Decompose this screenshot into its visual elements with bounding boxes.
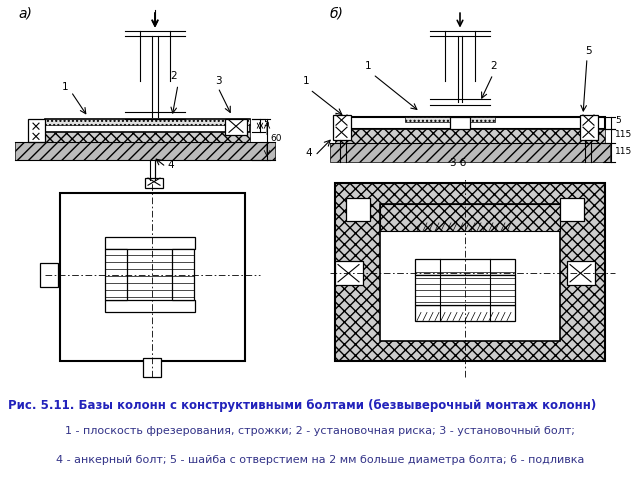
Bar	[15, 143, 275, 160]
Bar	[333, 115, 351, 141]
Bar	[105, 237, 195, 249]
Bar	[450, 117, 470, 129]
Text: 3 б: 3 б	[450, 158, 467, 168]
Text: 4: 4	[167, 160, 173, 170]
Text: б): б)	[330, 6, 344, 20]
Circle shape	[346, 270, 352, 276]
Text: 4 - анкерный болт; 5 - шайба с отверстием на 2 мм больше диаметра болта; 6 - под: 4 - анкерный болт; 5 - шайба с отверстие…	[56, 456, 584, 466]
Text: а): а)	[18, 6, 32, 20]
Bar	[143, 358, 161, 376]
Circle shape	[47, 272, 51, 277]
Bar	[335, 261, 363, 285]
Bar	[45, 119, 250, 132]
Circle shape	[85, 287, 91, 293]
Bar	[172, 249, 194, 300]
Circle shape	[570, 207, 575, 212]
Bar	[405, 117, 495, 122]
Text: 5: 5	[615, 116, 621, 125]
Bar	[335, 129, 605, 144]
Text: 5: 5	[585, 46, 591, 56]
Circle shape	[85, 256, 91, 263]
Bar	[335, 117, 605, 129]
Text: 115: 115	[615, 131, 632, 139]
Text: 1 - плоскость фрезерования, строжки; 2 - установочная риска; 3 - установочный бо: 1 - плоскость фрезерования, строжки; 2 -…	[65, 426, 575, 436]
Bar	[380, 204, 560, 231]
Bar	[415, 305, 515, 321]
Bar	[415, 275, 515, 305]
Bar	[45, 119, 250, 125]
Bar	[60, 193, 245, 361]
Text: 60: 60	[270, 134, 282, 144]
Circle shape	[209, 287, 215, 293]
Bar	[560, 198, 584, 221]
Circle shape	[209, 256, 215, 263]
Text: 5: 5	[263, 119, 269, 128]
Bar	[380, 204, 560, 341]
Bar	[567, 261, 595, 285]
Bar	[580, 115, 598, 141]
Text: 1: 1	[62, 82, 68, 92]
Circle shape	[150, 365, 154, 370]
Bar	[415, 260, 515, 275]
Text: 115: 115	[615, 147, 632, 156]
Bar	[225, 119, 247, 135]
Circle shape	[355, 207, 360, 212]
Bar	[145, 178, 163, 188]
Text: 2: 2	[170, 72, 177, 82]
Text: Рис. 5.11. Базы колонн с конструктивными болтами (безвыверочный монтаж колонн): Рис. 5.11. Базы колонн с конструктивными…	[8, 399, 596, 412]
Bar	[330, 144, 610, 162]
Text: 2: 2	[490, 61, 497, 71]
Bar	[45, 132, 250, 143]
Text: 4: 4	[305, 148, 312, 158]
Bar	[40, 263, 58, 287]
Bar	[105, 300, 195, 312]
Bar	[346, 198, 370, 221]
Text: 1: 1	[303, 76, 310, 86]
Text: 3: 3	[215, 76, 221, 86]
Bar	[335, 183, 605, 361]
Bar	[105, 249, 127, 300]
Text: 1: 1	[365, 61, 372, 71]
Circle shape	[578, 270, 584, 276]
Bar	[28, 119, 45, 143]
